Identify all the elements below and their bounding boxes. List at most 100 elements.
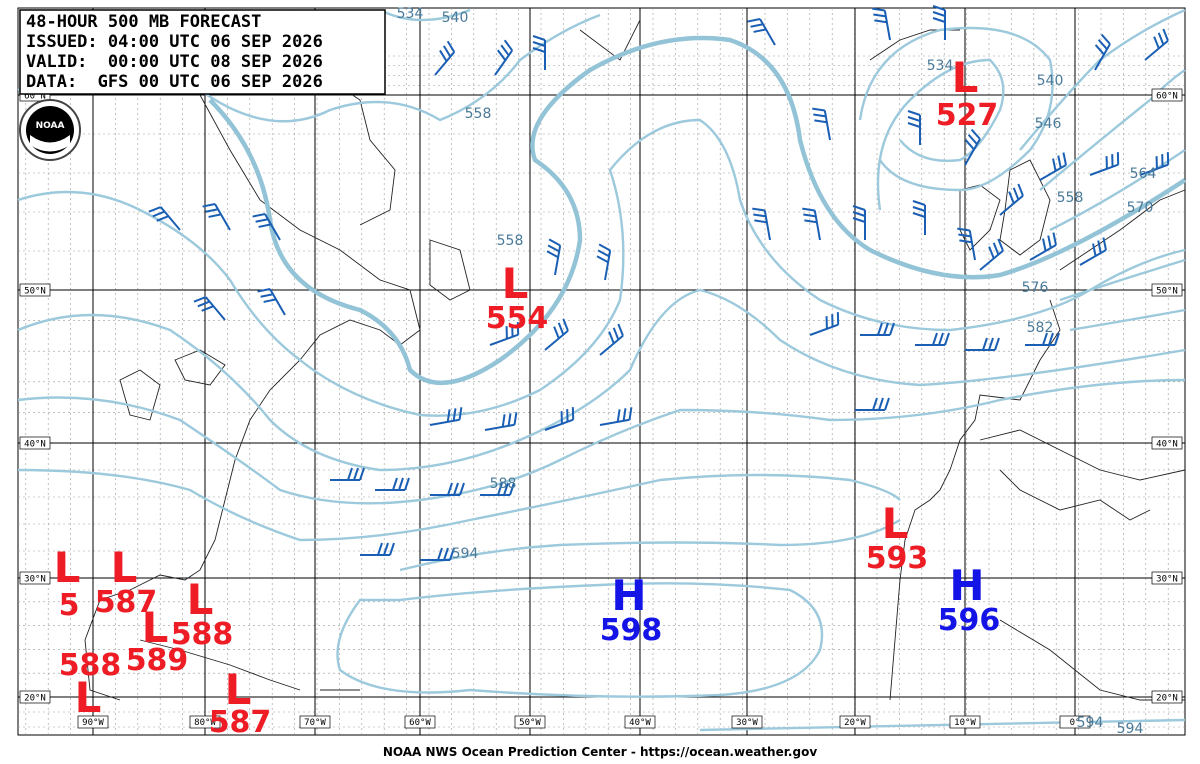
barb-feather: [392, 477, 398, 491]
barb-feather: [152, 210, 165, 218]
barb-feather: [532, 47, 546, 53]
barb-feather: [1017, 183, 1024, 197]
barb-feather: [872, 397, 878, 411]
barb-feather: [831, 314, 834, 327]
barb-feather: [1105, 156, 1108, 169]
barb-feather: [1102, 237, 1107, 251]
barb-feather: [803, 213, 816, 218]
barb-feather: [852, 211, 866, 217]
label-box: [19, 690, 51, 704]
barb-feather: [957, 227, 970, 232]
barb-feather: [566, 409, 569, 422]
label-box: [839, 715, 871, 729]
pressure-center-value: 554: [486, 301, 549, 336]
barb-feather: [992, 242, 1000, 255]
longitude-label: 10°W: [954, 718, 976, 728]
barb-feather: [507, 413, 512, 426]
label-box: [1059, 715, 1091, 729]
barb-feather: [825, 316, 828, 329]
contour-label: 576: [1022, 280, 1049, 296]
wind-barb: [812, 107, 831, 141]
label-box: [189, 715, 221, 729]
barb-feather: [836, 312, 840, 325]
barb-feather: [907, 110, 921, 116]
barb-feather: [511, 324, 514, 337]
barb-feather: [453, 482, 459, 496]
wind-barb: [1039, 152, 1067, 181]
coastlines: [84, 19, 1186, 701]
wind-barb: [965, 337, 1000, 351]
barb-feather: [970, 128, 981, 140]
barb-feather: [446, 409, 451, 423]
barb-feather: [503, 482, 509, 496]
wind-barb: [999, 183, 1024, 216]
pressure-center-symbol: H: [611, 571, 646, 620]
wind-barb: [202, 203, 231, 231]
wind-barb: [596, 243, 612, 281]
longitude-label: 50°W: [519, 718, 541, 728]
wind-barb: [752, 207, 771, 241]
barb-feather: [877, 322, 883, 336]
contour-label: 546: [1035, 116, 1062, 132]
longitude-label: 90°W: [82, 718, 104, 728]
barb-feather: [458, 407, 463, 420]
barb-feather: [754, 219, 768, 224]
wind-barb: [957, 227, 976, 261]
wind-barb: [434, 40, 456, 76]
barb-feather: [398, 477, 404, 491]
barb-feather: [1048, 332, 1054, 346]
pressure-center-value: 589: [126, 643, 189, 678]
wind-barb: [809, 312, 840, 336]
barb-feather: [622, 408, 627, 421]
barb-feather: [500, 44, 510, 56]
pressure-center-symbol: L: [225, 665, 252, 714]
barb-feather: [912, 200, 926, 206]
latitude-label: 40°N: [24, 440, 46, 450]
barb-feather: [872, 7, 885, 12]
pressure-center-symbol: L: [142, 603, 169, 652]
header-line: DATA: GFS 00 UTC 06 SEP 2026: [26, 72, 323, 92]
latitude-label: 50°N: [1156, 287, 1178, 297]
pressure-center-symbol: L: [75, 673, 102, 722]
logo-bird: [30, 135, 70, 152]
wind-barb: [148, 206, 181, 231]
barb-feather: [912, 206, 926, 212]
longitude-label: 30°W: [736, 718, 758, 728]
barb-feather: [505, 326, 508, 339]
barb-feather: [1157, 32, 1165, 45]
header-line: 48-HOUR 500 MB FORECAST: [26, 12, 261, 32]
wind-barb: [802, 207, 821, 241]
barb-feather: [389, 542, 395, 556]
barb-feather: [1155, 156, 1158, 169]
barb-feather: [964, 139, 975, 151]
contour-label: 594: [452, 546, 479, 562]
contour-line: [208, 35, 1187, 386]
latitude-label: 60°N: [1156, 92, 1178, 102]
pressure-center-value: 587: [209, 705, 272, 740]
barb-feather: [994, 337, 1000, 351]
barb-feather: [447, 482, 453, 496]
latitude-label: 40°N: [1156, 440, 1178, 450]
label-box: [1151, 571, 1183, 585]
barb-feather: [813, 113, 826, 118]
barb-feather: [852, 217, 866, 223]
barb-feather: [883, 322, 889, 336]
wind-barb: [915, 332, 950, 346]
barb-feather: [1097, 240, 1102, 254]
barb-feather: [377, 542, 383, 556]
barb-feather: [497, 482, 503, 496]
wind-barb: [544, 407, 575, 431]
barb-feather: [260, 293, 274, 298]
barb-feather: [884, 397, 890, 411]
wind-barb: [489, 322, 520, 346]
wind-barb: [852, 205, 866, 240]
barb-feather: [932, 332, 938, 346]
barb-feather: [509, 482, 515, 496]
labels: 90°W 80°W 70°W 60°W 50°W 40°W 30°W 20°W 10°W 0° 60…: [19, 6, 1183, 740]
longitude-label: 40°W: [629, 718, 651, 728]
barb-feather: [907, 116, 921, 122]
coastline: [84, 94, 421, 701]
barb-feather: [988, 246, 995, 259]
